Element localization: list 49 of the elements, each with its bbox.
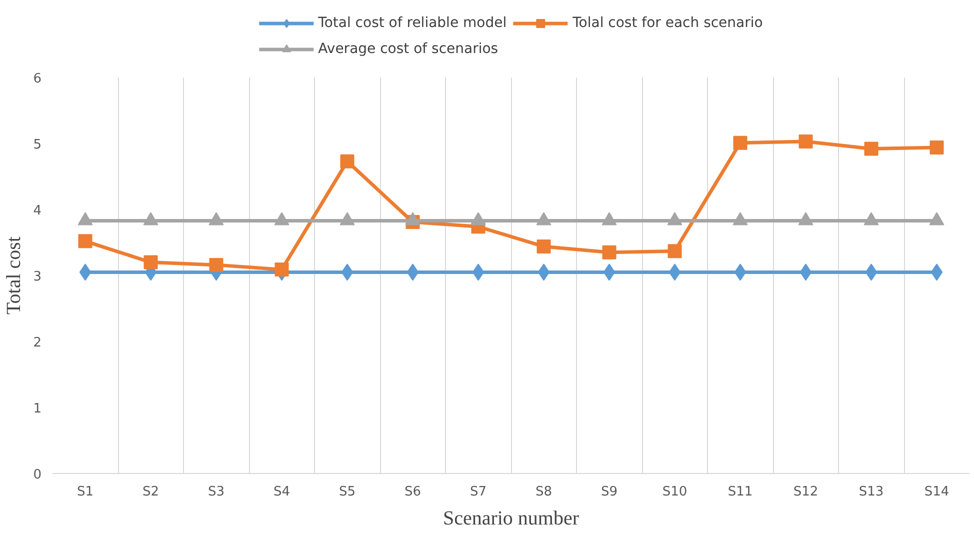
point <box>733 136 748 150</box>
x-tick-label: S5 <box>338 484 356 500</box>
point <box>603 264 616 281</box>
y-tick-label: 2 <box>33 336 42 350</box>
y-tick-label: 0 <box>33 468 42 482</box>
point <box>536 239 551 254</box>
point <box>78 234 92 248</box>
x-tick-label: S10 <box>662 484 688 500</box>
point <box>865 264 878 281</box>
point <box>734 264 746 281</box>
point <box>798 134 813 149</box>
point <box>209 258 224 272</box>
x-tick-label: S9 <box>600 484 618 500</box>
legend-label: Average cost of scenarios <box>318 41 498 57</box>
point <box>472 264 484 281</box>
point <box>668 264 681 281</box>
x-tick-label: S8 <box>535 484 552 500</box>
legend-label: Tolal cost for each scenario <box>572 15 763 31</box>
x-tick-label: S13 <box>858 484 884 500</box>
y-tick-label: 4 <box>33 204 42 218</box>
point <box>602 245 616 260</box>
x-tick-label: S3 <box>208 484 225 500</box>
y-tick-label: 1 <box>33 402 42 416</box>
x-tick-label: S6 <box>404 484 422 500</box>
point <box>930 140 944 154</box>
x-tick-label: S1 <box>76 484 94 500</box>
y-axis-title: Total cost <box>3 236 26 315</box>
x-tick-label: S14 <box>924 484 950 500</box>
point <box>144 255 158 270</box>
x-axis-title: Scenario number <box>442 508 580 530</box>
point <box>274 262 289 277</box>
x-tick-label: S11 <box>728 484 753 500</box>
point <box>864 142 878 156</box>
y-tick-label: 3 <box>33 270 42 284</box>
point <box>406 264 419 281</box>
x-tick-label: S4 <box>273 484 290 500</box>
point <box>930 264 943 281</box>
point <box>538 264 550 281</box>
y-tick-label: 6 <box>33 72 42 86</box>
point <box>340 154 354 168</box>
y-tick-label: 5 <box>33 138 42 152</box>
x-tick-label: S12 <box>793 484 818 500</box>
point <box>668 244 682 258</box>
x-tick-label: S7 <box>470 484 487 500</box>
x-tick-label: S2 <box>142 484 160 500</box>
point <box>341 264 354 281</box>
legend-label: Total cost of reliable model <box>318 15 507 31</box>
point <box>79 264 92 281</box>
point <box>800 264 812 281</box>
